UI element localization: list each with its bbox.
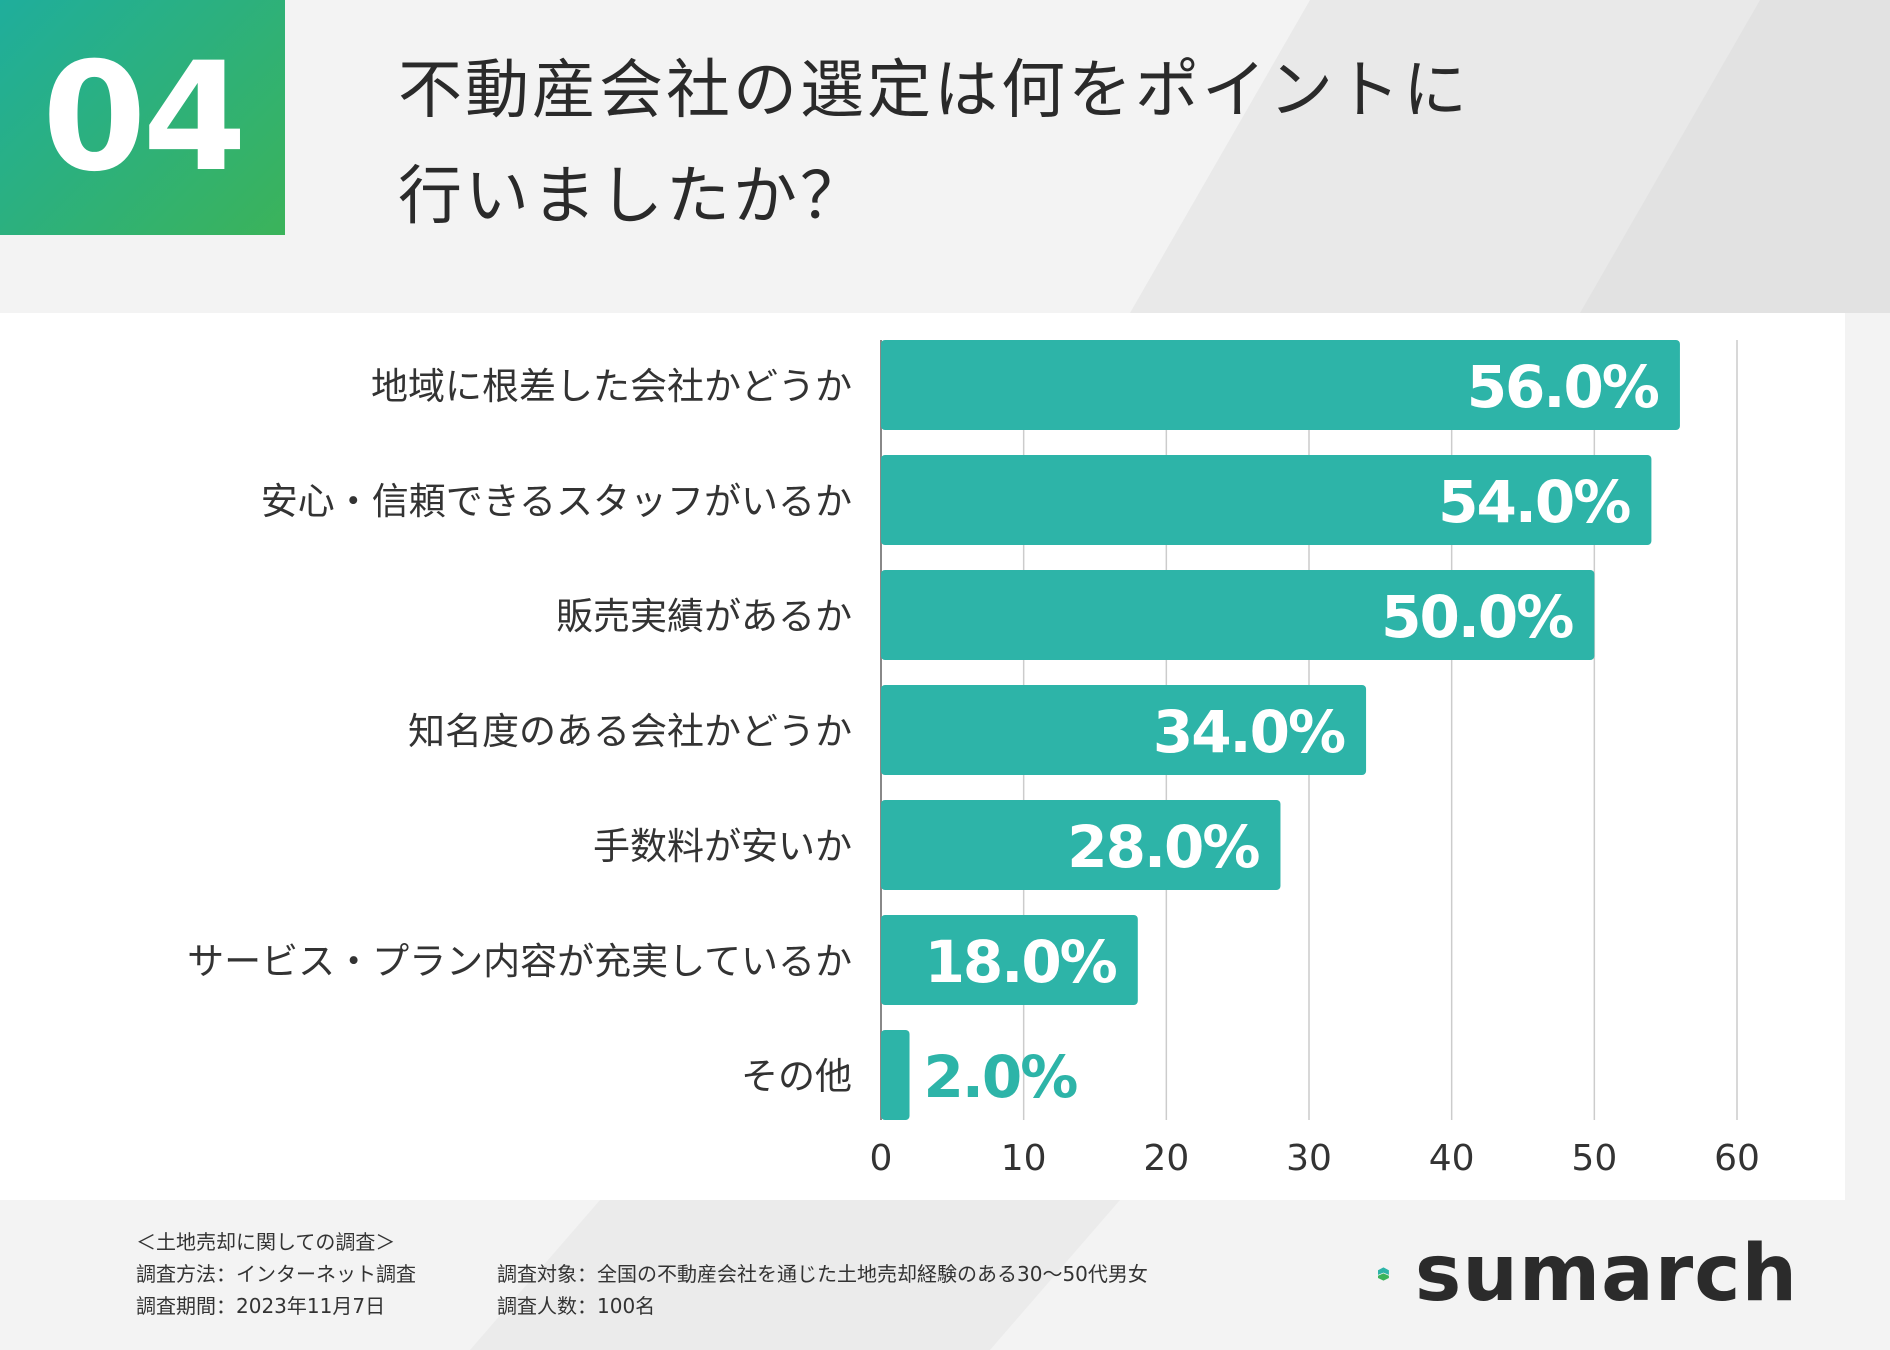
x-tick-label: 30 — [1286, 1138, 1332, 1179]
sumarch-logo: sumarch — [1378, 1228, 1798, 1320]
category-label: 手数料が安いか — [593, 825, 852, 868]
x-tick-label: 40 — [1429, 1138, 1475, 1179]
question-number: 04 — [42, 30, 247, 205]
survey-period: 調査期間：2023年11月7日 — [136, 1294, 386, 1318]
x-tick-label: 50 — [1571, 1138, 1617, 1179]
house-logo-icon — [1378, 1267, 1389, 1281]
bar — [881, 915, 1138, 1005]
bar — [881, 1030, 910, 1120]
survey-count: 調査人数：100名 — [497, 1294, 656, 1318]
title-line-2: 行いましたか？ — [398, 160, 867, 234]
survey-method: 調査方法：インターネット調査 — [136, 1262, 416, 1286]
bar — [881, 340, 1680, 430]
bar — [881, 800, 1281, 890]
page-title: 不動産会社の選定は何をポイントに 行いましたか？ — [398, 38, 1698, 250]
logo-text: sumarch — [1414, 1229, 1798, 1319]
category-label: 安心・信頼できるスタッフがいるか — [261, 480, 852, 523]
category-label: サービス・プラン内容が充実しているか — [187, 940, 852, 983]
x-tick-label: 60 — [1714, 1138, 1760, 1179]
footer-left: ＜土地売却に関しての調査＞ 調査方法：インターネット調査 調査期間：2023年1… — [136, 1226, 416, 1322]
bar — [881, 570, 1595, 660]
bar — [881, 685, 1367, 775]
question-number-badge: 04 — [0, 0, 285, 235]
category-label: その他 — [741, 1055, 852, 1098]
bar-chart: 0 10 20 30 40 50 60 地域に根差した会社かどうか 56.0% 安心・信頼できるス… — [187, 340, 1760, 1179]
category-label: 地域に根差した会社かどうか — [371, 365, 852, 408]
category-label: 販売実績があるか — [556, 595, 852, 638]
title-line-1: 不動産会社の選定は何をポイントに — [398, 54, 1470, 128]
category-label: 知名度のある会社かどうか — [408, 710, 852, 753]
data-label: 56.0% — [1467, 353, 1659, 421]
data-label: 54.0% — [1438, 468, 1630, 536]
bar — [881, 455, 1652, 545]
data-label: 2.0% — [924, 1043, 1078, 1111]
survey-target: 調査対象：全国の不動産会社を通じた土地売却経験のある30〜50代男女 — [497, 1262, 1148, 1286]
x-tick-label: 20 — [1143, 1138, 1189, 1179]
x-tick-label: 10 — [1001, 1138, 1047, 1179]
data-label: 34.0% — [1153, 698, 1345, 766]
data-label: 28.0% — [1067, 813, 1259, 881]
data-label: 18.0% — [925, 928, 1117, 996]
survey-title: ＜土地売却に関しての調査＞ — [136, 1230, 396, 1254]
data-label: 50.0% — [1381, 583, 1573, 651]
footer-right: 調査対象：全国の不動産会社を通じた土地売却経験のある30〜50代男女 調査人数：… — [497, 1258, 1148, 1322]
x-tick-label: 0 — [870, 1138, 893, 1179]
